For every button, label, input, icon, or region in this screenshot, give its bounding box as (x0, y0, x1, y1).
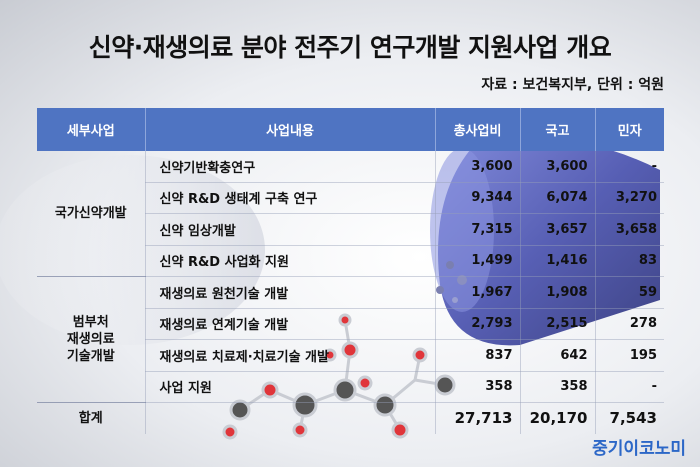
total-cell: 7,315 (435, 213, 521, 246)
gov-cell: 642 (520, 339, 596, 372)
private-cell: 59 (595, 276, 664, 309)
category-line: 재생의료 (66, 332, 115, 347)
table-row: 국가신약개발 신약기반확충연구 3,600 3,600 - (37, 151, 664, 277)
total-cell: 1,499 (435, 245, 521, 277)
gov-cell: 6,074 (520, 182, 596, 214)
gov-cell: 1,416 (520, 245, 596, 277)
category-regenerative-medicine: 범부처 재생의료 기술개발 (37, 276, 146, 403)
category-line: 범부처 (72, 315, 109, 330)
table-total-row: 합계 27,713 20,170 7,543 (37, 402, 664, 434)
table-row: 사업 지원 358 358 - (37, 371, 664, 403)
item-cell: 신약 R&D 사업화 지원 (145, 245, 436, 277)
item-cell: 사업 지원 (145, 371, 436, 403)
private-cell: - (595, 151, 664, 183)
table-row: 재생의료 연계기술 개발 2,793 2,515 278 (37, 308, 664, 340)
private-cell: 195 (595, 339, 664, 372)
grand-private-cell: 7,543 (595, 402, 664, 434)
item-cell: 신약 임상개발 (145, 213, 436, 246)
item-cell: 재생의료 원천기술 개발 (145, 276, 436, 309)
table-row: 범부처 재생의료 기술개발 재생의료 원천기술 개발 1,967 1,908 5… (37, 276, 664, 403)
category-national-drug: 국가신약개발 (37, 151, 146, 277)
table-row: 재생의료 치료제·치료기술 개발 837 642 195 (37, 339, 664, 372)
table-row: 신약 임상개발 7,315 3,657 3,658 (37, 213, 664, 246)
private-cell: - (595, 371, 664, 403)
total-cell: 837 (435, 339, 521, 372)
gov-cell: 1,908 (520, 276, 596, 309)
total-cell: 1,967 (435, 276, 521, 309)
total-empty-cell (145, 402, 436, 434)
gov-cell: 3,657 (520, 213, 596, 246)
total-cell: 358 (435, 371, 521, 403)
header-private: 민자 (595, 108, 664, 151)
grand-total-cell: 27,713 (435, 402, 521, 434)
header-gov: 국고 (520, 108, 596, 151)
total-cell: 3,600 (435, 151, 521, 183)
total-label: 합계 (37, 402, 146, 434)
table-row: 신약 R&D 사업화 지원 1,499 1,416 83 (37, 245, 664, 277)
table-row: 신약 R&D 생태계 구축 연구 9,344 6,074 3,270 (37, 182, 664, 214)
item-cell: 재생의료 치료제·치료기술 개발 (145, 339, 436, 372)
gov-cell: 2,515 (520, 308, 596, 340)
item-cell: 신약기반확충연구 (145, 151, 436, 183)
item-cell: 재생의료 연계기술 개발 (145, 308, 436, 340)
source-note: 자료 : 보건복지부, 단위 : 억원 (481, 77, 664, 93)
program-table: 세부사업 사업내용 총사업비 국고 민자 국가신약개발 신약기반확충연구 3,6… (37, 108, 664, 434)
header-content: 사업내용 (145, 108, 436, 151)
total-cell: 9,344 (435, 182, 521, 214)
private-cell: 3,270 (595, 182, 664, 214)
grand-gov-cell: 20,170 (520, 402, 596, 434)
table-header-row: 세부사업 사업내용 총사업비 국고 민자 (37, 108, 664, 151)
header-category: 세부사업 (37, 108, 146, 151)
header-total: 총사업비 (435, 108, 521, 151)
gov-cell: 358 (520, 371, 596, 403)
item-cell: 신약 R&D 생태계 구축 연구 (145, 182, 436, 214)
total-cell: 2,793 (435, 308, 521, 340)
page-title: 신약·재생의료 분야 전주기 연구개발 지원사업 개요 (88, 33, 612, 62)
private-cell: 83 (595, 245, 664, 277)
private-cell: 3,658 (595, 213, 664, 246)
brand-logo: 중기이코노미 (592, 439, 686, 459)
category-line: 기술개발 (66, 349, 115, 364)
private-cell: 278 (595, 308, 664, 340)
gov-cell: 3,600 (520, 151, 596, 183)
